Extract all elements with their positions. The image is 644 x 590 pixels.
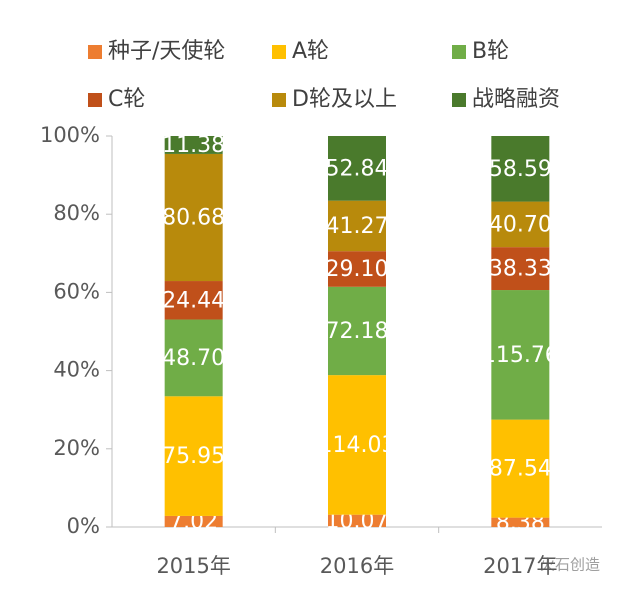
bar-segment xyxy=(491,136,550,202)
bar-segment xyxy=(328,251,386,287)
x-tick-label: 2017年 xyxy=(483,554,557,578)
bar-segment xyxy=(164,153,223,282)
legend-label: 种子/天使轮 xyxy=(108,39,225,64)
bar-segment xyxy=(164,515,223,527)
bar-segment xyxy=(491,201,550,248)
y-tick-label: 40% xyxy=(53,358,100,382)
bar-segment xyxy=(328,286,386,376)
bar-segment xyxy=(328,514,386,527)
y-tick-label: 100% xyxy=(40,123,100,147)
legend-swatch xyxy=(88,45,102,59)
bar-segment xyxy=(491,419,550,518)
data-label: 72.18 xyxy=(326,319,389,344)
legend-label: 战略融资 xyxy=(472,87,560,112)
legend-swatch xyxy=(272,93,286,107)
legend-swatch xyxy=(452,93,466,107)
data-label: 40.70 xyxy=(489,212,552,237)
data-label: 11.38 xyxy=(162,133,225,158)
data-label: 87.54 xyxy=(489,457,552,482)
bar-segment xyxy=(164,319,223,397)
data-label: 41.27 xyxy=(326,214,389,239)
bar-segment xyxy=(328,136,386,201)
y-tick-label: 20% xyxy=(53,436,100,460)
bar-segment xyxy=(164,136,223,154)
data-label: 24.44 xyxy=(162,288,225,313)
data-label: 52.84 xyxy=(326,156,389,181)
watermark: 火石创造 xyxy=(540,556,600,574)
legend-label: B轮 xyxy=(472,39,509,64)
legend-swatch xyxy=(88,93,102,107)
bar-segment xyxy=(328,375,386,515)
x-tick-label: 2015年 xyxy=(156,554,230,578)
y-tick-label: 80% xyxy=(53,201,100,225)
data-label: 38.33 xyxy=(489,257,552,282)
data-label: 75.95 xyxy=(162,444,225,469)
data-label: 29.10 xyxy=(326,257,389,282)
bar-segment xyxy=(491,290,550,420)
data-label: 114.03 xyxy=(319,433,396,458)
y-tick-label: 60% xyxy=(53,279,100,303)
legend-swatch xyxy=(272,45,286,59)
legend-label: C轮 xyxy=(108,87,145,112)
bar-segment xyxy=(328,200,386,252)
legend-label: D轮及以上 xyxy=(292,87,397,112)
data-label: 80.68 xyxy=(162,205,225,230)
legend-swatch xyxy=(452,45,466,59)
bar-segment xyxy=(491,247,550,291)
legend-label: A轮 xyxy=(292,39,329,64)
data-label: 115.76 xyxy=(482,343,559,368)
bar-segment xyxy=(164,396,223,516)
y-tick-label: 0% xyxy=(67,514,100,538)
bar-segment xyxy=(164,281,223,320)
bar-segment xyxy=(491,517,550,527)
data-label: 48.70 xyxy=(162,346,225,371)
data-label: 58.59 xyxy=(489,157,552,182)
x-tick-label: 2016年 xyxy=(320,554,394,578)
